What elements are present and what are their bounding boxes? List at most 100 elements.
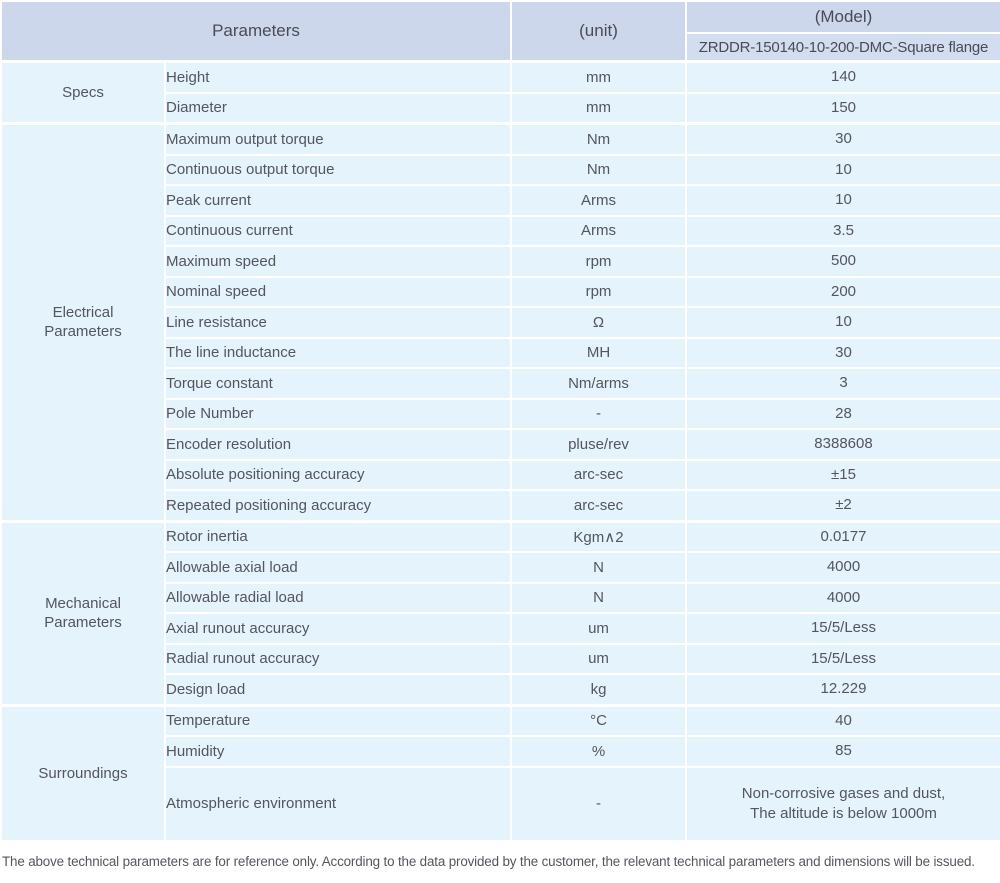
unit-cell: arc-sec — [510, 489, 687, 522]
category-cell: Mechanical Parameters — [0, 519, 166, 706]
value-cell: 140 — [685, 60, 1000, 94]
table-row: Electrical Parameters Maximum output torq… — [0, 122, 1000, 522]
value-cell: 28 — [685, 397, 1000, 430]
table-row: Encoder resolution pluse/rev 8388608 — [1, 428, 1000, 461]
unit-cell: Arms — [510, 214, 687, 247]
param-cell: Maximum output torque — [164, 122, 512, 156]
table-row: Repeated positioning accuracy arc-sec ±2 — [1, 489, 1000, 522]
table-row: Mechanical Parameters Rotor inertia Kgm∧2 0… — [0, 519, 1000, 706]
table-header: Parameters (unit) (Model) ZRDDR-150140-1… — [0, 0, 1000, 63]
table-row: Continuous current Arms 3.5 — [1, 214, 1000, 247]
unit-cell: Nm — [510, 153, 687, 186]
unit-cell: Nm/arms — [510, 367, 687, 400]
unit-cell: mm — [510, 91, 687, 125]
unit-header: (unit) — [510, 0, 687, 63]
unit-cell: MH — [510, 336, 687, 369]
unit-cell: arc-sec — [510, 458, 687, 491]
param-cell: Encoder resolution — [164, 428, 512, 461]
param-cell: Allowable axial load — [164, 551, 512, 584]
table-row: Atmospheric environment - Non-corrosive ga… — [1, 765, 1000, 842]
param-cell: Diameter — [164, 91, 512, 125]
param-cell: Absolute positioning accuracy — [164, 458, 512, 491]
table-row: Allowable radial load N 4000 — [1, 581, 1000, 614]
unit-cell: mm — [510, 60, 687, 94]
table-row: Specs Height mm 140 — [0, 60, 1000, 125]
model-header: (Model) — [685, 0, 1000, 35]
table-row: Radial runout accuracy um 15/5/Less — [1, 642, 1000, 675]
unit-cell: Arms — [510, 184, 687, 217]
table-row: Diameter mm 150 — [1, 91, 1000, 125]
parameters-header: Parameters — [0, 0, 512, 63]
unit-cell: °C — [510, 703, 687, 737]
header-row-1: Parameters (unit) (Model) — [0, 0, 1000, 63]
unit-cell: Nm — [510, 122, 687, 156]
param-cell: Humidity — [164, 735, 512, 768]
table-row: The line inductance MH 30 — [1, 336, 1000, 369]
unit-cell: pluse/rev — [510, 428, 687, 461]
param-cell: The line inductance — [164, 336, 512, 369]
unit-cell: rpm — [510, 245, 687, 278]
value-cell: 10 — [685, 306, 1000, 339]
param-cell: Peak current — [164, 184, 512, 217]
unit-cell: kg — [510, 673, 687, 706]
param-cell: Nominal speed — [164, 275, 512, 308]
param-cell: Design load — [164, 673, 512, 706]
table-row: Absolute positioning accuracy arc-sec ±15 — [1, 458, 1000, 491]
value-cell: 3 — [685, 367, 1000, 400]
table-row: Peak current Arms 10 — [1, 184, 1000, 217]
unit-cell: rpm — [510, 275, 687, 308]
param-cell: Repeated positioning accuracy — [164, 489, 512, 522]
value-cell: 4000 — [685, 581, 1000, 614]
value-cell: 15/5/Less — [685, 612, 1000, 645]
param-cell: Radial runout accuracy — [164, 642, 512, 675]
value-cell: 3.5 — [685, 214, 1000, 247]
table-row: Axial runout accuracy um 15/5/Less — [1, 612, 1000, 645]
table-body: Specs Height mm 140 Diameter mm 150 Electrical … — [0, 60, 1000, 842]
category-cell: Electrical Parameters — [0, 122, 166, 522]
param-cell: Maximum speed — [164, 245, 512, 278]
value-cell: 85 — [685, 735, 1000, 768]
param-cell: Axial runout accuracy — [164, 612, 512, 645]
param-cell: Pole Number — [164, 397, 512, 430]
value-cell: 10 — [685, 184, 1000, 217]
unit-cell: Ω — [510, 306, 687, 339]
value-cell: Non-corrosive gases and dust, The altitu… — [685, 765, 1000, 842]
value-cell: ±2 — [685, 489, 1000, 522]
value-cell: 8388608 — [685, 428, 1000, 461]
param-cell: Continuous current — [164, 214, 512, 247]
unit-cell: um — [510, 612, 687, 645]
value-cell: 12.229 — [685, 673, 1000, 706]
table-row: Allowable axial load N 4000 — [1, 551, 1000, 584]
table-row: Line resistance Ω 10 — [1, 306, 1000, 339]
param-cell: Allowable radial load — [164, 581, 512, 614]
value-cell: 15/5/Less — [685, 642, 1000, 675]
unit-cell: Kgm∧2 — [510, 519, 687, 553]
value-cell: ±15 — [685, 458, 1000, 491]
category-cell: Surroundings — [0, 703, 166, 842]
footer-note: The above technical parameters are for r… — [2, 853, 975, 869]
table-row: Maximum speed rpm 500 — [1, 245, 1000, 278]
unit-cell: - — [510, 765, 687, 842]
value-cell: 500 — [685, 245, 1000, 278]
param-cell: Height — [164, 60, 512, 94]
value-cell: 0.0177 — [685, 519, 1000, 553]
param-cell: Temperature — [164, 703, 512, 737]
value-cell: 4000 — [685, 551, 1000, 584]
parameters-table: Parameters (unit) (Model) ZRDDR-150140-1… — [0, 0, 1000, 842]
param-cell: Continuous output torque — [164, 153, 512, 186]
value-cell: 10 — [685, 153, 1000, 186]
model-value: ZRDDR-150140-10-200-DMC-Square flange — [685, 32, 1000, 63]
unit-cell: N — [510, 551, 687, 584]
param-cell: Atmospheric environment — [164, 765, 512, 842]
value-cell: 150 — [685, 91, 1000, 125]
unit-cell: - — [510, 397, 687, 430]
table-row: Torque constant Nm/arms 3 — [1, 367, 1000, 400]
value-cell: 30 — [685, 122, 1000, 156]
param-cell: Rotor inertia — [164, 519, 512, 553]
param-cell: Torque constant — [164, 367, 512, 400]
param-cell: Line resistance — [164, 306, 512, 339]
table-row: Continuous output torque Nm 10 — [1, 153, 1000, 186]
unit-cell: % — [510, 735, 687, 768]
value-cell: 200 — [685, 275, 1000, 308]
